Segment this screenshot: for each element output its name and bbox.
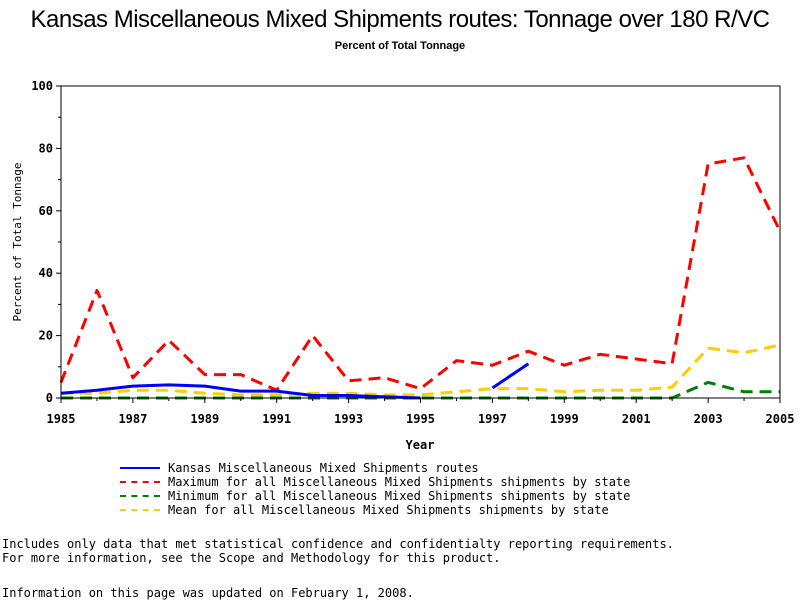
y-axis-label: Percent of Total Tonnage [11, 163, 24, 322]
x-axis-label: Year [406, 438, 435, 452]
series-line-4 [61, 343, 781, 397]
x-tick-label: 1985 [47, 412, 76, 426]
legend-item: Kansas Miscellaneous Mixed Shipments rou… [120, 461, 630, 475]
x-tick-label: 1999 [550, 412, 579, 426]
legend-label: Minimum for all Miscellaneous Mixed Ship… [168, 489, 631, 503]
legend-swatch [120, 495, 160, 497]
x-tick-label: 1993 [334, 412, 363, 426]
series-line-2 [59, 156, 782, 392]
footnote-line-2: For more information, see the Scope and … [2, 551, 501, 565]
y-tick-label: 80 [39, 141, 53, 155]
series-line-1 [491, 362, 530, 390]
chart-title: Kansas Miscellaneous Mixed Shipments rou… [30, 6, 770, 33]
chart-subtitle: Percent of Total Tonnage [334, 40, 466, 52]
legend-swatch [120, 467, 160, 469]
x-tick-label: 1987 [118, 412, 147, 426]
x-axis: 1985 1987 1989 1991 1993 1995 1997 1999 2001 2003… [47, 398, 795, 426]
x-tick-label: 1989 [190, 412, 219, 426]
plot-series-group [59, 156, 782, 400]
series-line-1 [60, 383, 421, 400]
chart-legend: Kansas Miscellaneous Mixed Shipments rou… [120, 461, 630, 517]
legend-item: Maximum for all Miscellaneous Mixed Ship… [120, 475, 630, 489]
legend-item: Mean for all Miscellaneous Mixed Shipmen… [120, 503, 630, 517]
y-tick-label: 20 [39, 329, 53, 343]
legend-label: Maximum for all Miscellaneous Mixed Ship… [168, 475, 631, 489]
x-tick-label: 1995 [406, 412, 435, 426]
y-tick-label: 100 [31, 79, 53, 93]
y-axis: 0 20 40 60 80 100 [31, 79, 61, 405]
legend-swatch [120, 481, 160, 483]
x-tick-label: 2003 [694, 412, 723, 426]
footnote-line-1: Includes only data that met statistical … [2, 537, 674, 551]
y-tick-label: 60 [39, 204, 53, 218]
updated-note: Information on this page was updated on … [2, 586, 414, 600]
x-tick-label: 1991 [262, 412, 291, 426]
x-tick-label: 1997 [478, 412, 507, 426]
plot-frame [60, 85, 781, 399]
y-tick-label: 40 [39, 266, 53, 280]
legend-swatch [120, 509, 160, 511]
x-tick-label: 2005 [766, 412, 795, 426]
legend-item: Minimum for all Miscellaneous Mixed Ship… [120, 489, 630, 503]
x-tick-label: 2001 [622, 412, 651, 426]
y-tick-label: 0 [46, 391, 53, 405]
legend-label: Kansas Miscellaneous Mixed Shipments rou… [168, 461, 479, 475]
legend-label: Mean for all Miscellaneous Mixed Shipmen… [168, 503, 609, 517]
footnotes: Includes only data that met statistical … [2, 537, 674, 565]
